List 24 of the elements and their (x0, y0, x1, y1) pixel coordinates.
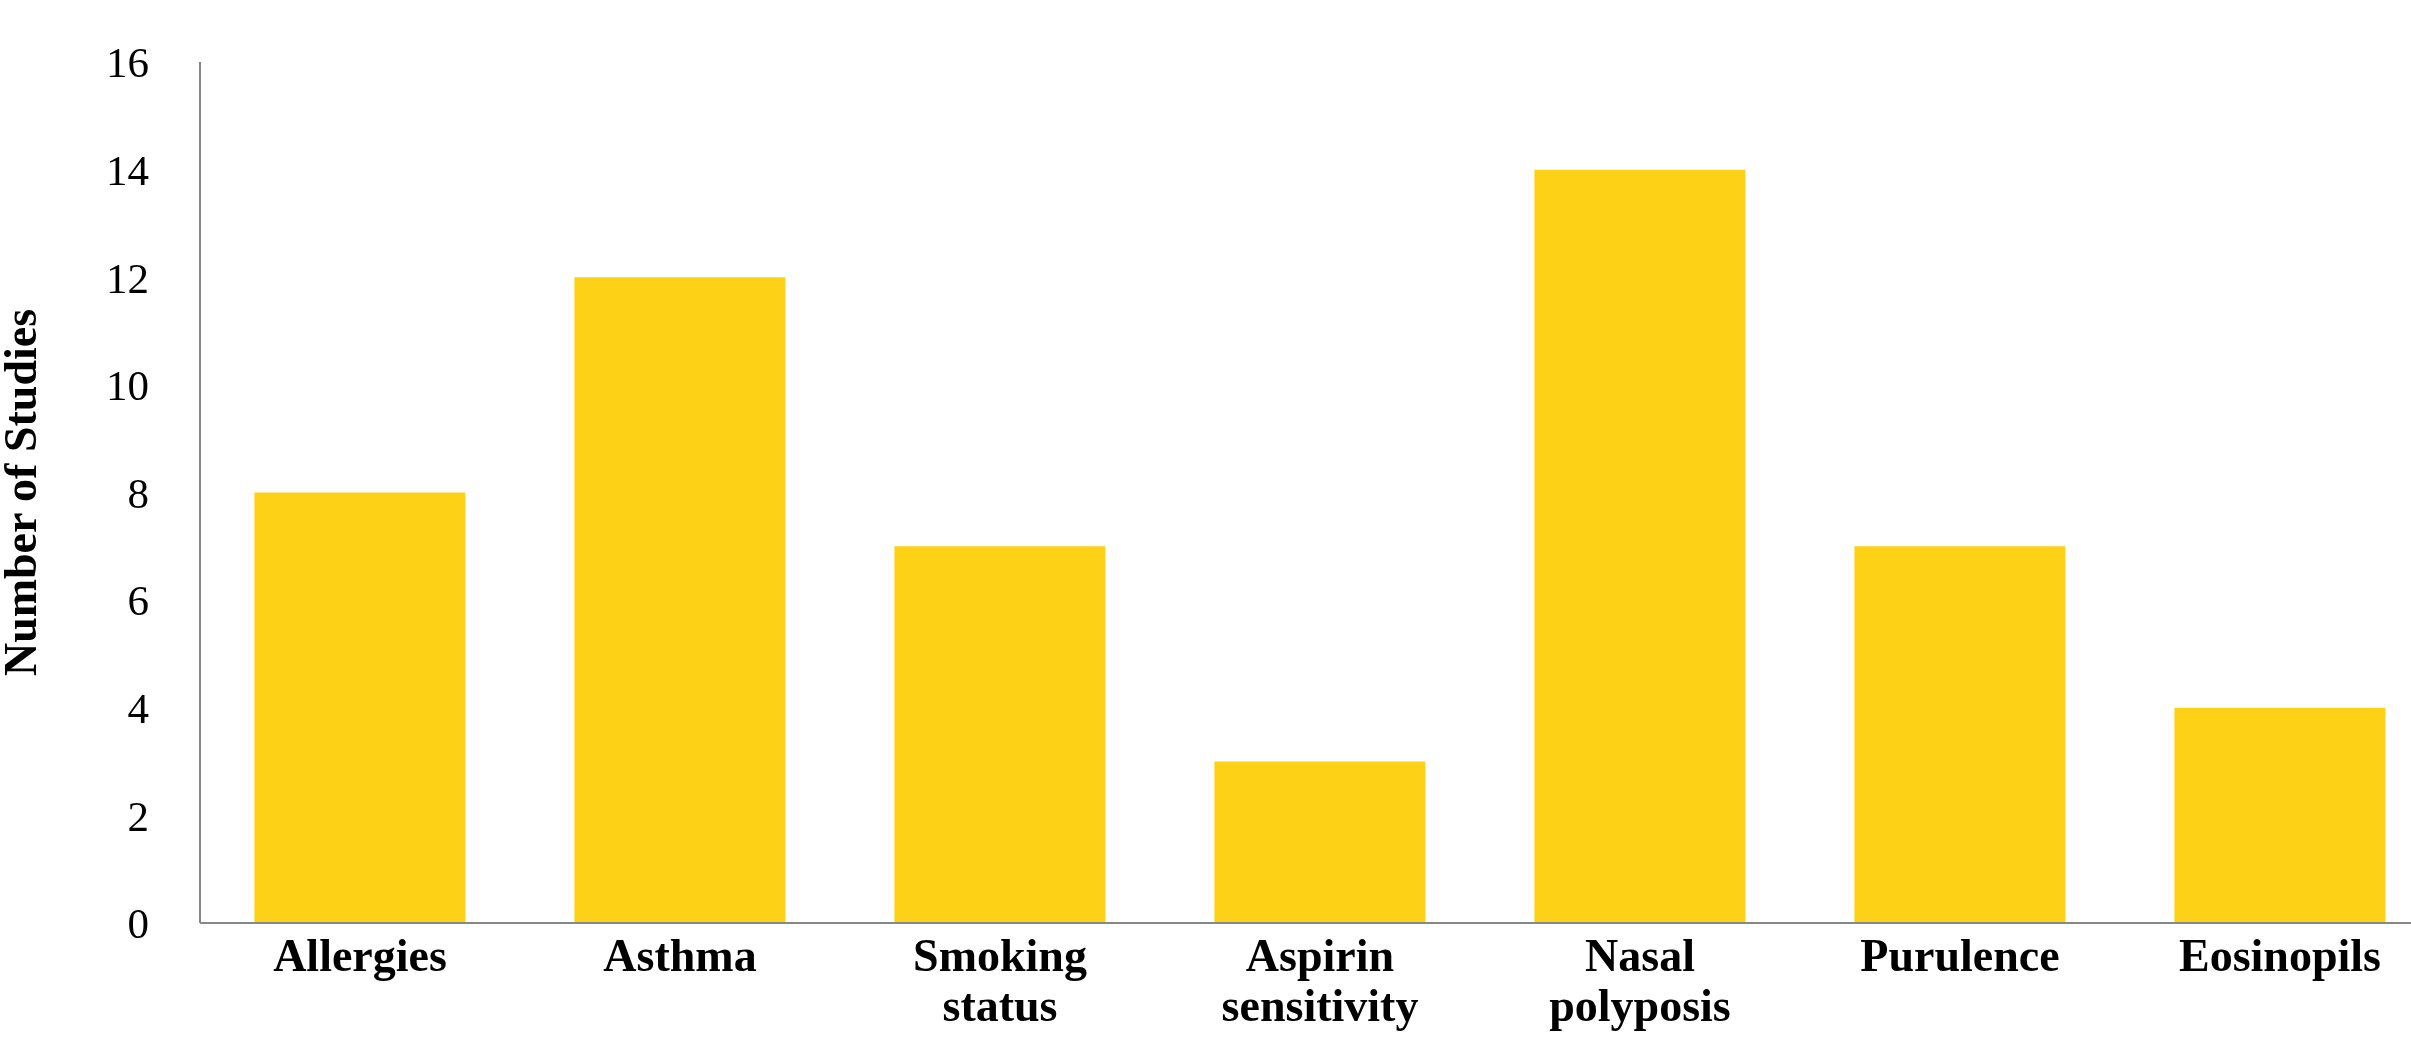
x-tick-label: Eosinopils (2179, 930, 2381, 981)
y-tick-label: 2 (127, 792, 149, 840)
y-tick-label: 10 (106, 362, 149, 410)
x-tick-label: Nasal polyposis (1549, 930, 1731, 1031)
y-tick-label: 6 (127, 577, 149, 625)
bar (254, 492, 466, 923)
x-tick-label: Asthma (603, 930, 757, 981)
bar (2174, 707, 2386, 923)
y-tick-label: 4 (127, 685, 149, 733)
y-tick-label: 0 (127, 900, 149, 948)
x-tick-label: Smoking status (913, 930, 1087, 1031)
bar (1214, 761, 1426, 923)
x-tick-label: Allergies (273, 930, 447, 981)
y-tick-label: 12 (106, 254, 149, 302)
bar (574, 277, 786, 923)
bar (1534, 169, 1746, 923)
y-tick-label: 16 (106, 39, 149, 87)
y-tick-label: 8 (127, 469, 149, 517)
bar (1854, 546, 2066, 923)
y-tick-label: 14 (106, 146, 149, 194)
x-tick-label: Aspirin sensitivity (1221, 930, 1419, 1031)
x-tick-label: Purulence (1860, 930, 2060, 981)
bar (894, 546, 1106, 923)
y-axis-title: Number of Studies (0, 308, 47, 677)
